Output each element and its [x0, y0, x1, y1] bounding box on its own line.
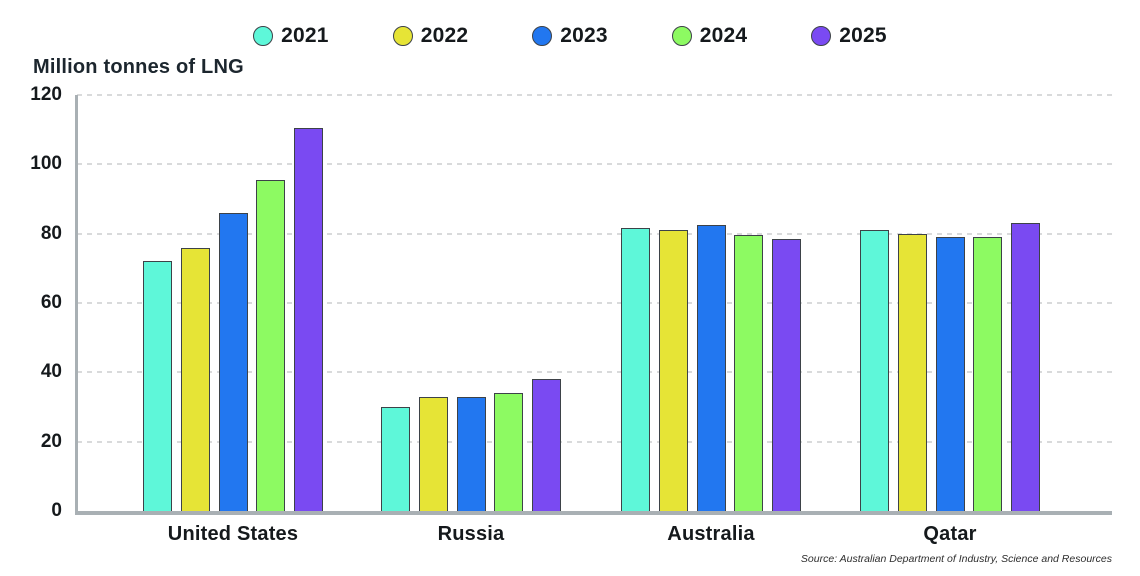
legend-item-2025: 2025 — [811, 24, 887, 48]
bar-russia-2024 — [494, 393, 524, 511]
gridline-60 — [77, 302, 1112, 304]
bar-australia-2022 — [658, 230, 688, 511]
category-label-qatar: Qatar — [923, 523, 977, 545]
legend-swatch-2024 — [671, 26, 692, 46]
bar-australia-2024 — [734, 235, 764, 511]
bar-russia-2022 — [418, 396, 448, 511]
category-label-united-states: United States — [167, 523, 299, 545]
bar-australia-2023 — [696, 225, 726, 511]
legend-item-2024: 2024 — [671, 24, 748, 48]
legend-swatch-2022 — [392, 26, 413, 46]
category-label-russia: Russia — [437, 523, 505, 545]
bar-united-states-2023 — [218, 212, 248, 511]
bar-australia-2025 — [772, 238, 801, 511]
legend-label-2021: 2021 — [281, 24, 329, 47]
bar-qatar-2022 — [897, 233, 927, 511]
y-tick-label-20: 20 — [40, 430, 62, 452]
bar-qatar-2025 — [1011, 223, 1040, 511]
y-tick-label-100: 100 — [30, 153, 62, 175]
gridline-20 — [77, 440, 1112, 443]
legend-swatch-2025 — [811, 26, 832, 46]
gridline-100 — [77, 163, 1112, 166]
bar-united-states-2025 — [294, 127, 323, 511]
x-axis-line — [75, 511, 1112, 515]
y-tick-label-120: 120 — [30, 84, 62, 105]
bar-qatar-2023 — [935, 237, 965, 511]
y-tick-label-80: 80 — [40, 222, 62, 244]
gridline-80 — [77, 232, 1112, 235]
gridline-40 — [77, 371, 1112, 374]
bar-united-states-2022 — [180, 247, 210, 511]
y-tick-label-40: 40 — [40, 361, 62, 383]
legend-label-2023: 2023 — [560, 24, 608, 47]
bar-united-states-2024 — [256, 179, 286, 511]
gridline-120 — [77, 94, 1112, 96]
legend-label-2022: 2022 — [420, 24, 469, 47]
bar-qatar-2021 — [860, 230, 889, 511]
bar-australia-2021 — [621, 228, 650, 511]
legend-item-2022: 2022 — [392, 24, 469, 48]
bar-russia-2021 — [381, 407, 410, 511]
bar-russia-2023 — [456, 396, 486, 511]
y-axis-line — [75, 95, 78, 514]
chart-title: Million tonnes of LNG — [33, 56, 244, 78]
legend-item-2023: 2023 — [532, 24, 608, 48]
legend-swatch-2023 — [532, 26, 553, 46]
bar-qatar-2024 — [973, 237, 1003, 511]
bar-united-states-2021 — [143, 261, 172, 511]
chart-legend: 2021 2022 2023 2024 2025 — [0, 24, 1140, 48]
legend-label-2025: 2025 — [839, 24, 887, 47]
legend-item-2021: 2021 — [253, 24, 329, 48]
y-tick-label-60: 60 — [40, 292, 62, 313]
category-label-australia: Australia — [667, 523, 755, 545]
legend-label-2024: 2024 — [699, 24, 748, 47]
legend-swatch-2021 — [253, 26, 274, 46]
y-tick-label-0: 0 — [51, 500, 62, 521]
bar-russia-2025 — [532, 379, 561, 511]
source-attribution: Source: Australian Department of Industr… — [800, 553, 1112, 565]
